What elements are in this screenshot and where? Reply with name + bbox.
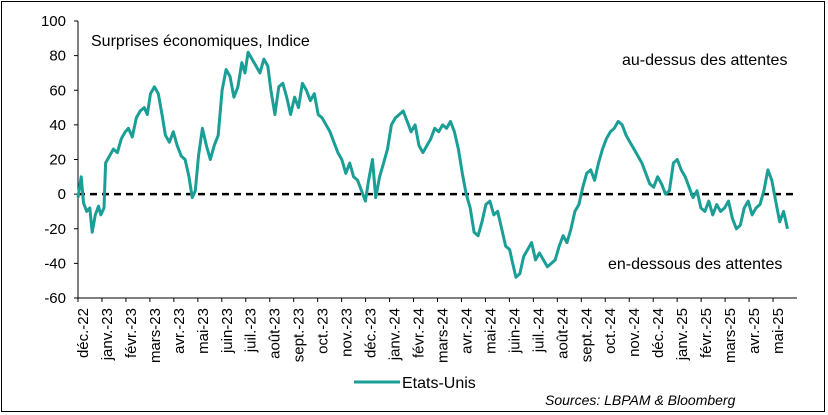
y-tick-label: 100 [41,13,66,30]
y-tick-label: 80 [49,48,66,65]
x-tick-label: août-24 [554,308,571,359]
y-tick-label: -40 [44,255,66,272]
y-tick-label: 40 [49,117,66,134]
x-tick-label: sept.-23 [291,308,308,362]
x-tick-label: déc.-22 [75,308,92,358]
x-tick-label: oct.-24 [602,308,619,354]
x-tick-label: déc.-23 [363,308,380,358]
x-tick-label: avr.-25 [746,308,763,354]
x-tick-label: janv.-25 [674,308,691,361]
x-tick-label: juin-24 [506,308,523,354]
x-tick-label: avr.-24 [458,308,475,354]
x-tick-label: mai-23 [195,308,212,354]
x-tick-label: mars-25 [722,308,739,363]
x-tick-label: déc.-24 [650,308,667,358]
x-tick-label: avr.-23 [171,308,188,354]
x-tick-label: janv.-23 [99,308,116,361]
x-tick-label: janv.-24 [387,308,404,361]
x-tick-label: mai-24 [482,308,499,354]
y-axis: -60 -40 -20 0 20 40 60 80 100 [41,13,79,307]
y-tick-label: 20 [49,152,66,169]
x-tick-label: juil.-24 [530,308,547,353]
legend-label: Etats-Unis [402,375,476,392]
source-note: Sources: LBPAM & Bloomberg [545,392,736,408]
y-tick-label: 0 [58,186,66,203]
x-tick-label: févr.-25 [698,308,715,358]
legend: Etats-Unis [354,375,476,392]
y-tick-label: 60 [49,82,66,99]
x-tick-label: août-23 [267,308,284,359]
x-tick-label: juin-23 [219,308,236,354]
x-tick-label: sept.-24 [578,308,595,362]
x-tick-label: févr.-23 [123,308,140,358]
y-tick-label: -20 [44,221,66,238]
chart-title: Surprises économiques, Indice [91,33,310,50]
annotation-below: en-dessous des attentes [608,256,782,273]
x-tick-label: mai-25 [770,308,787,354]
x-tick-label: nov.-23 [339,308,356,357]
x-tick-label: févr.-24 [411,308,428,358]
x-tick-label: mars-23 [147,308,164,363]
x-tick-label: mars-24 [434,308,451,363]
x-tick-label: oct.-23 [315,308,332,354]
annotation-above: au-dessus des attentes [622,52,787,69]
y-tick-label: -60 [44,290,66,307]
x-tick-label: nov.-24 [626,308,643,357]
x-tick-label: juil.-23 [243,308,260,353]
series-line-etats-unis [76,50,789,279]
x-axis: déc.-22 janv.-23 févr.-23 mars-23 avr.-23 mai… [75,297,797,363]
